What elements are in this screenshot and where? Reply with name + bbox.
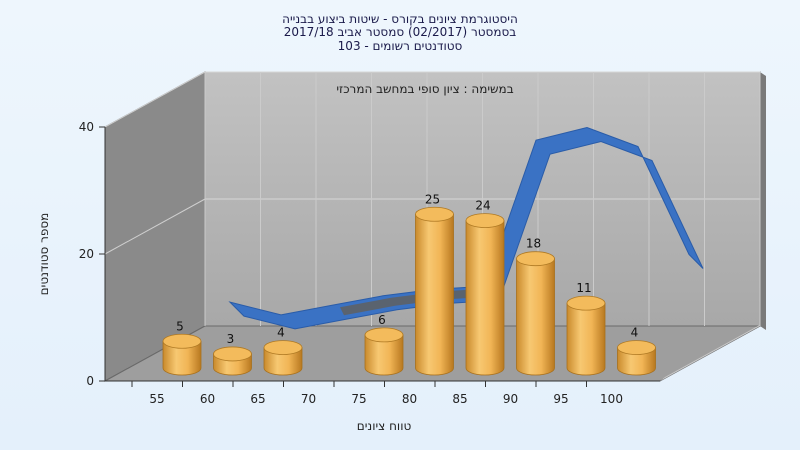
bar-top: [263, 340, 303, 356]
data-label: 24: [475, 199, 490, 213]
bars: 5 3 4 6 25 24 18 11 4: [162, 192, 656, 376]
bar: 3: [213, 332, 252, 376]
bar-top: [465, 213, 505, 229]
bar: 25: [415, 192, 454, 376]
y-tick-label: 0: [86, 374, 94, 388]
data-label: 5: [176, 319, 184, 333]
bar-top: [415, 206, 454, 222]
x-tick-label: 100: [600, 392, 623, 406]
chart-annotation: במשימה : ציון סופי במחשב המרכזי: [336, 82, 513, 96]
bar-body: [617, 347, 656, 376]
data-label: 11: [576, 281, 591, 295]
gridline-side: [104, 198, 206, 255]
bar-body: [566, 302, 606, 376]
bar-top: [162, 333, 202, 349]
bar: 18: [516, 237, 555, 376]
title-line-1: היסטוגרמת ציונים בקורס - שיטות ביצוע בבנ…: [282, 12, 518, 26]
y-axis-label: מספר סטודנטים: [37, 213, 51, 296]
bar-body: [516, 258, 555, 376]
bar: 5: [162, 319, 202, 376]
bar: 24: [465, 199, 505, 376]
bar-top: [516, 251, 555, 267]
data-label: 18: [526, 237, 541, 251]
floor-edge: [660, 322, 765, 381]
data-label: 4: [277, 326, 285, 340]
y-tick-label: 40: [79, 120, 94, 134]
gridlines: [104, 71, 761, 326]
x-axis-label: טווח ציונים: [357, 419, 412, 433]
chart-title: היסטוגרמת ציונים בקורס - שיטות ביצוע בבנ…: [282, 12, 518, 53]
y-tick-label: 20: [79, 247, 94, 261]
x-tick-label: 75: [351, 392, 366, 406]
data-label: 25: [425, 192, 440, 206]
x-tick-label: 80: [402, 392, 417, 406]
bar-body: [263, 347, 303, 376]
x-tick-label: 70: [301, 392, 316, 406]
data-label: 4: [631, 326, 639, 340]
bar-body: [465, 220, 505, 376]
bar-top: [566, 295, 606, 311]
data-label: 3: [227, 332, 235, 346]
bar-top: [213, 346, 252, 362]
x-tick-label: 90: [503, 392, 518, 406]
bar-body: [364, 334, 404, 376]
title-line-3: 103 - סטודנטים רשומים: [338, 39, 463, 53]
bar: 11: [566, 281, 606, 376]
bar-top: [364, 327, 404, 343]
x-tick-label: 95: [553, 392, 568, 406]
bar-body: [415, 213, 454, 376]
bar: 4: [617, 326, 656, 376]
x-tick-label: 65: [250, 392, 265, 406]
back-wall-edge: [760, 72, 766, 330]
bar-top: [617, 340, 656, 356]
x-tick-label: 85: [452, 392, 467, 406]
gridline-side: [104, 71, 206, 128]
bar: 6: [364, 313, 404, 376]
bar-body: [162, 340, 202, 376]
title-line-2: בסמסטר (02/2017) סמסטר אביב 2017/18: [284, 25, 516, 39]
x-tick-label: 55: [149, 392, 164, 406]
data-label: 6: [378, 313, 386, 327]
bar: 4: [263, 326, 303, 376]
x-tick-label: 60: [200, 392, 215, 406]
